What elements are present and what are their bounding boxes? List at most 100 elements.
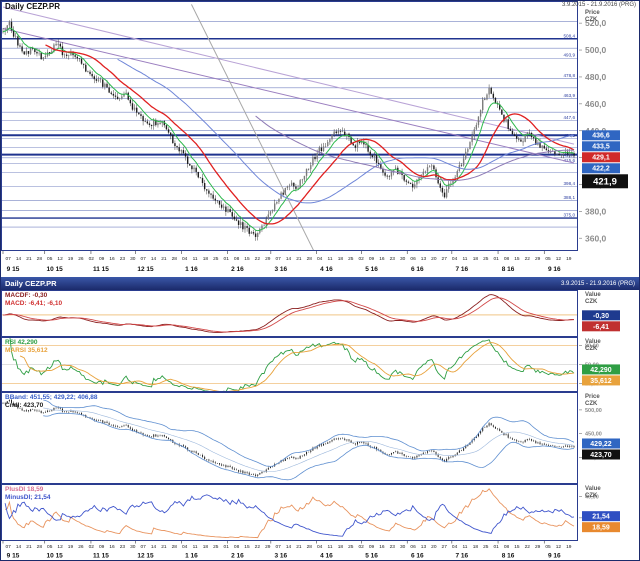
svg-text:9 15: 9 15: [7, 553, 20, 560]
svg-text:11 15: 11 15: [93, 553, 109, 560]
svg-text:01: 01: [224, 256, 230, 262]
svg-text:13: 13: [421, 544, 427, 550]
svg-text:14: 14: [286, 256, 292, 262]
svg-text:-0,30: -0,30: [593, 313, 609, 320]
svg-text:09: 09: [369, 256, 375, 262]
svg-text:20: 20: [431, 256, 437, 262]
svg-text:08: 08: [234, 544, 240, 550]
svg-text:450,00: 450,00: [585, 432, 602, 438]
svg-text:29: 29: [265, 256, 271, 262]
svg-text:7 16: 7 16: [455, 553, 468, 560]
svg-text:21: 21: [296, 256, 302, 262]
svg-text:22: 22: [255, 256, 261, 262]
svg-text:9 16: 9 16: [548, 266, 561, 273]
svg-text:19: 19: [68, 544, 74, 550]
svg-text:429,22: 429,22: [590, 441, 612, 448]
svg-text:12: 12: [556, 256, 562, 262]
svg-text:01: 01: [224, 544, 230, 550]
svg-text:26: 26: [78, 544, 84, 550]
svg-text:30: 30: [130, 256, 136, 262]
svg-text:18: 18: [203, 544, 209, 550]
svg-text:28: 28: [307, 544, 313, 550]
svg-text:18: 18: [473, 544, 479, 550]
svg-text:16: 16: [379, 544, 385, 550]
svg-text:12 15: 12 15: [137, 553, 154, 560]
svg-text:04: 04: [182, 256, 188, 262]
svg-text:01: 01: [493, 256, 499, 262]
svg-text:22: 22: [255, 544, 261, 550]
svg-text:19: 19: [566, 256, 572, 262]
svg-text:16: 16: [379, 256, 385, 262]
svg-text:02: 02: [359, 256, 365, 262]
svg-text:419,8: 419,8: [564, 152, 576, 157]
svg-text:22: 22: [525, 256, 531, 262]
svg-text:23: 23: [390, 256, 396, 262]
macd-canvas[interactable]: -0,30 -6,41: [1, 290, 639, 337]
svg-text:423,70: 423,70: [590, 452, 612, 459]
svg-text:05: 05: [545, 544, 551, 550]
svg-text:15: 15: [244, 544, 250, 550]
svg-text:415,6: 415,6: [564, 158, 576, 163]
svg-text:21: 21: [161, 544, 167, 550]
svg-text:07: 07: [140, 544, 146, 550]
svg-text:01: 01: [493, 544, 499, 550]
svg-text:20: 20: [431, 544, 437, 550]
svg-text:11: 11: [328, 256, 333, 262]
svg-text:14: 14: [151, 544, 157, 550]
svg-text:11: 11: [462, 256, 467, 262]
svg-text:9 15: 9 15: [7, 266, 20, 273]
svg-text:4 16: 4 16: [320, 553, 333, 560]
svg-text:29: 29: [535, 256, 541, 262]
svg-text:07: 07: [275, 256, 281, 262]
svg-text:23: 23: [120, 256, 126, 262]
svg-text:04: 04: [452, 256, 458, 262]
svg-text:6 16: 6 16: [411, 266, 424, 273]
svg-text:14: 14: [16, 256, 22, 262]
svg-text:22: 22: [525, 544, 531, 550]
svg-text:15: 15: [244, 256, 250, 262]
svg-text:500,0: 500,0: [585, 45, 607, 55]
svg-text:29: 29: [535, 544, 541, 550]
svg-text:04: 04: [317, 256, 323, 262]
svg-text:08: 08: [234, 256, 240, 262]
svg-text:18: 18: [338, 256, 344, 262]
svg-text:493,9: 493,9: [564, 53, 576, 58]
svg-text:04: 04: [317, 544, 323, 550]
indicator-window-range: 3.9.2015 - 21.9.2016 (PRG): [560, 280, 635, 287]
svg-text:04: 04: [182, 544, 188, 550]
svg-text:09: 09: [99, 256, 105, 262]
svg-text:02: 02: [359, 544, 365, 550]
svg-text:05: 05: [47, 256, 53, 262]
main-chart-panel: 508,4 493,9 478,8 463,9 447,6 434,2 419,8 415,6…: [1, 1, 639, 277]
svg-text:1 16: 1 16: [185, 266, 198, 273]
svg-text:1 16: 1 16: [185, 553, 198, 560]
main-chart-canvas[interactable]: 508,4493,9478,8463,9447,6434,2419,8415,6…: [1, 1, 639, 277]
svg-text:09: 09: [99, 544, 105, 550]
svg-text:460,0: 460,0: [585, 99, 607, 109]
svg-text:12: 12: [556, 544, 562, 550]
svg-text:06: 06: [410, 544, 416, 550]
svg-text:388,1: 388,1: [564, 195, 576, 200]
svg-text:16: 16: [109, 256, 115, 262]
svg-text:19: 19: [68, 256, 74, 262]
svg-text:8 16: 8 16: [502, 266, 515, 273]
svg-text:9 16: 9 16: [548, 553, 561, 560]
svg-text:02: 02: [89, 544, 95, 550]
svg-text:11: 11: [193, 544, 198, 550]
svg-text:447,6: 447,6: [564, 115, 576, 120]
svg-text:3 16: 3 16: [274, 266, 287, 273]
indicator-window-header[interactable]: Daily CEZP.PR 3.9.2015 - 21.9.2016 (PRG): [1, 277, 639, 290]
svg-text:28: 28: [37, 544, 43, 550]
svg-text:09: 09: [369, 544, 375, 550]
svg-text:12 15: 12 15: [137, 266, 154, 273]
svg-text:07: 07: [275, 544, 281, 550]
svg-text:15: 15: [514, 256, 520, 262]
svg-text:40,00: 40,00: [585, 495, 599, 501]
svg-text:30: 30: [400, 544, 406, 550]
svg-text:06: 06: [410, 256, 416, 262]
